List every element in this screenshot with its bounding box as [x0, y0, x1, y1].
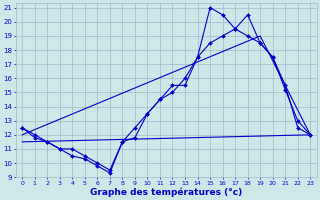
- X-axis label: Graphe des températures (°c): Graphe des températures (°c): [90, 187, 242, 197]
